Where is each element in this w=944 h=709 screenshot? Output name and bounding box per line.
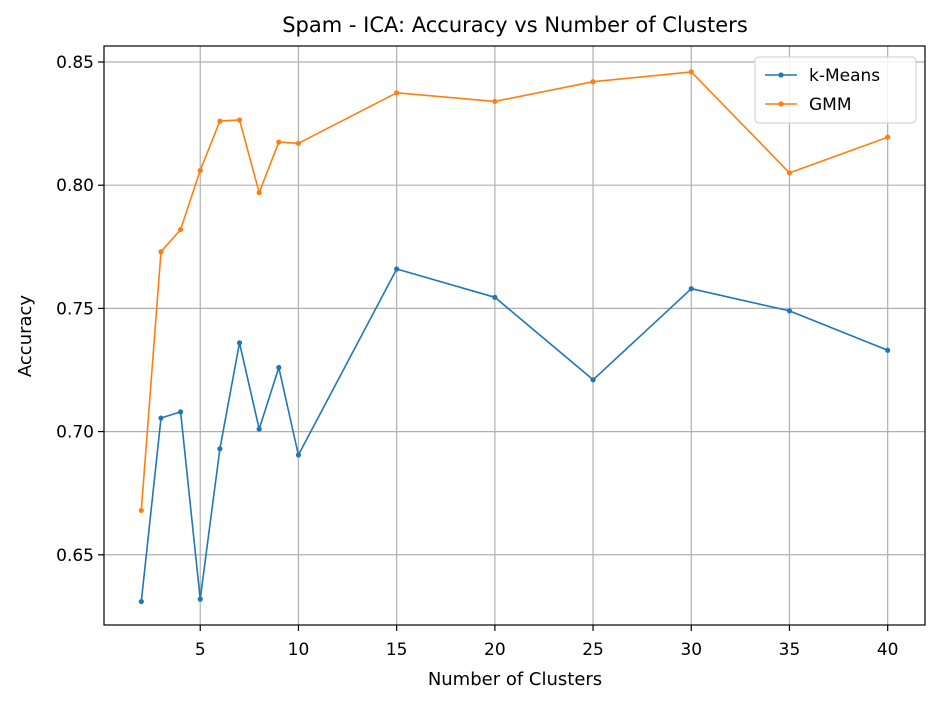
data-point-gmm — [295, 140, 302, 146]
data-point-gmm — [256, 189, 262, 196]
legend-label-gmm: GMM — [809, 95, 852, 115]
x-tick-label: 20 — [484, 640, 506, 660]
series-layer — [138, 69, 891, 605]
y-tick-label: 0.80 — [56, 176, 94, 196]
data-point-k-means — [178, 409, 184, 415]
data-point-k-means — [885, 347, 891, 353]
y-tick-label: 0.65 — [56, 546, 94, 566]
data-point-k-means — [236, 340, 243, 346]
chart-title: Spam - ICA: Accuracy vs Number of Cluste… — [282, 13, 748, 37]
data-point-gmm — [217, 118, 223, 124]
y-tick-label: 0.70 — [56, 423, 94, 443]
x-tick-label: 40 — [877, 640, 899, 660]
data-point-gmm — [885, 134, 891, 140]
x-tick-label: 5 — [195, 640, 206, 660]
data-point-k-means — [197, 596, 203, 602]
data-point-gmm — [492, 98, 498, 105]
data-point-k-means — [295, 452, 302, 458]
series-line-gmm — [140, 71, 888, 511]
legend: k-Means GMM — [754, 56, 917, 124]
data-point-k-means — [492, 294, 498, 300]
data-point-k-means — [394, 266, 400, 272]
axis-ticks: 5 10 15 20 25 30 35 40 0.65 0.70 0.75 0.80 0.85 — [56, 53, 898, 660]
data-point-gmm — [688, 69, 694, 75]
series-line-k-means — [140, 268, 888, 602]
data-point-gmm — [178, 226, 184, 233]
y-tick-label: 0.85 — [56, 53, 94, 73]
x-tick-label: 15 — [386, 640, 408, 660]
data-point-gmm — [276, 139, 282, 145]
data-point-gmm — [786, 170, 793, 176]
data-point-k-means — [158, 415, 164, 421]
x-tick-label: 30 — [680, 640, 702, 660]
x-axis-label: Number of Clusters — [428, 669, 602, 690]
data-point-k-means — [688, 286, 694, 292]
data-point-gmm — [197, 167, 203, 174]
data-point-k-means — [590, 377, 596, 383]
x-tick-label: 25 — [582, 640, 604, 660]
data-point-k-means — [276, 364, 282, 371]
data-point-k-means — [217, 446, 223, 452]
grid — [104, 46, 925, 625]
x-tick-label: 10 — [288, 640, 310, 660]
y-axis-label: Accuracy — [15, 295, 36, 378]
data-point-k-means — [786, 308, 793, 314]
data-point-gmm — [158, 249, 164, 255]
data-point-gmm — [590, 79, 596, 85]
data-point-gmm — [236, 117, 243, 123]
x-tick-label: 35 — [779, 640, 801, 660]
data-point-k-means — [256, 426, 262, 432]
legend-marker-k-means — [778, 72, 784, 78]
data-point-k-means — [138, 598, 144, 605]
plot-frame — [103, 45, 926, 626]
legend-marker-gmm — [778, 101, 784, 107]
data-point-gmm — [394, 90, 400, 96]
legend-label-k-means: k-Means — [809, 66, 880, 86]
y-tick-label: 0.75 — [56, 299, 94, 319]
data-point-gmm — [138, 507, 144, 514]
legend-box — [754, 56, 917, 124]
